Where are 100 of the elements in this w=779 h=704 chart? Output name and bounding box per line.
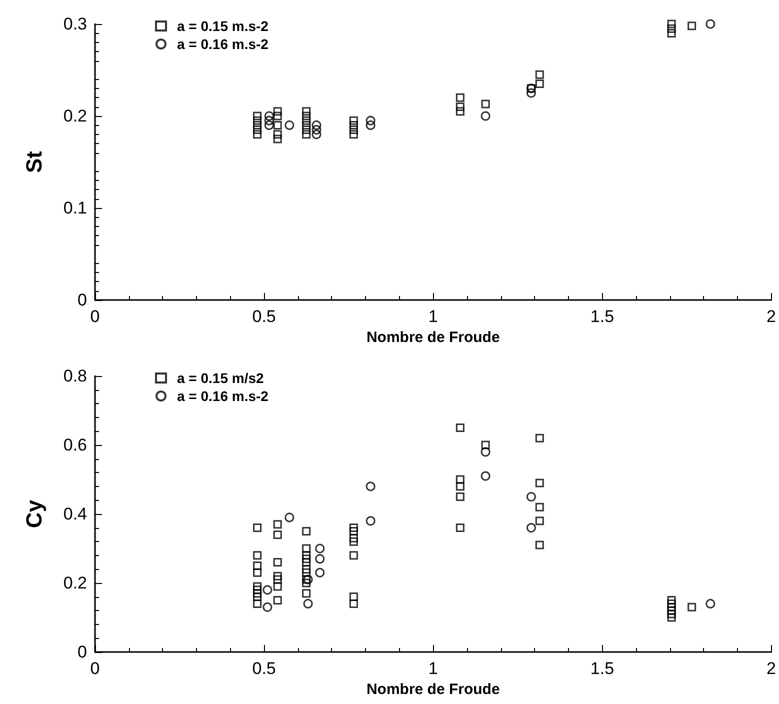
point xyxy=(253,524,262,532)
point xyxy=(315,568,325,578)
point xyxy=(302,120,311,130)
point xyxy=(315,544,325,554)
point xyxy=(456,524,464,532)
point xyxy=(284,120,294,130)
x-tick-label: 0 xyxy=(90,659,100,678)
point xyxy=(302,589,311,598)
point xyxy=(526,492,536,502)
y-tick-label: 0.6 xyxy=(63,436,87,454)
y-tick-label: 0.2 xyxy=(63,574,87,592)
point xyxy=(349,592,358,602)
y-tick-label: 0.1 xyxy=(63,198,87,218)
point xyxy=(253,589,262,598)
y-tick-label: 0 xyxy=(78,642,87,662)
y-tick-label: 0 xyxy=(78,290,87,310)
point xyxy=(302,578,311,588)
point xyxy=(302,130,311,139)
point xyxy=(273,558,282,567)
point xyxy=(312,125,322,135)
point xyxy=(480,471,490,481)
point xyxy=(706,19,716,29)
x-axis-title: Nombre de Froude xyxy=(366,680,500,698)
point xyxy=(253,116,262,125)
x-tick-label: 1 xyxy=(428,659,438,678)
point xyxy=(481,100,490,108)
point xyxy=(273,107,282,116)
x-tick-label: 0.5 xyxy=(252,307,276,326)
point xyxy=(456,107,464,116)
x-tick-label: 2 xyxy=(766,307,776,326)
point xyxy=(312,120,322,130)
point xyxy=(315,554,325,564)
point xyxy=(481,440,490,450)
point xyxy=(667,20,676,28)
point xyxy=(456,93,464,102)
point xyxy=(688,602,696,612)
point xyxy=(349,551,358,560)
point xyxy=(456,475,464,484)
legend-label: a = 0.16 m.s-2 xyxy=(177,36,269,52)
point xyxy=(706,598,716,608)
point xyxy=(456,102,464,112)
x-tick-label: 0 xyxy=(90,307,100,326)
point xyxy=(273,575,282,584)
point xyxy=(253,551,262,560)
point xyxy=(349,120,358,130)
point xyxy=(273,134,282,144)
y-tick-label: 0.3 xyxy=(63,14,87,34)
point xyxy=(667,596,676,604)
x-tick-label: 1.5 xyxy=(590,307,614,326)
point xyxy=(535,478,544,488)
point xyxy=(264,111,274,121)
point xyxy=(302,558,311,567)
point xyxy=(253,562,262,570)
point xyxy=(302,126,311,134)
point xyxy=(302,107,311,116)
point xyxy=(349,537,358,546)
point xyxy=(273,572,282,580)
point xyxy=(273,130,282,139)
point xyxy=(349,534,358,542)
y-tick-label: 0.4 xyxy=(63,504,87,524)
point xyxy=(535,70,544,79)
point xyxy=(253,592,262,602)
point xyxy=(480,111,490,121)
point xyxy=(284,512,294,522)
point xyxy=(688,22,696,30)
point xyxy=(253,126,262,134)
point xyxy=(349,130,358,139)
point xyxy=(253,568,262,577)
point xyxy=(366,116,376,126)
point xyxy=(535,80,544,88)
legend-label: a = 0.15 m.s-2 xyxy=(177,18,269,34)
point xyxy=(366,482,376,492)
point xyxy=(302,568,311,577)
point xyxy=(273,112,282,120)
point xyxy=(273,120,282,130)
point xyxy=(302,564,311,574)
point xyxy=(262,585,272,595)
legend-label: a = 0.16 m.s-2 xyxy=(177,388,269,404)
point xyxy=(456,424,464,432)
point xyxy=(302,527,311,536)
x-axis-title: Nombre de Froude xyxy=(366,328,500,346)
point xyxy=(264,120,274,130)
point xyxy=(480,447,490,457)
point xyxy=(366,516,376,526)
point xyxy=(273,530,282,539)
point xyxy=(667,599,676,608)
point xyxy=(535,540,544,550)
point xyxy=(253,599,262,608)
point xyxy=(303,598,313,608)
point xyxy=(667,28,676,38)
point xyxy=(349,126,358,134)
point xyxy=(302,544,311,553)
y-tick-label: 0.2 xyxy=(63,106,87,126)
point xyxy=(349,116,358,125)
point xyxy=(456,492,464,501)
point xyxy=(253,112,262,120)
point xyxy=(349,599,358,608)
point xyxy=(302,554,311,564)
point xyxy=(302,116,311,125)
point xyxy=(273,596,282,604)
